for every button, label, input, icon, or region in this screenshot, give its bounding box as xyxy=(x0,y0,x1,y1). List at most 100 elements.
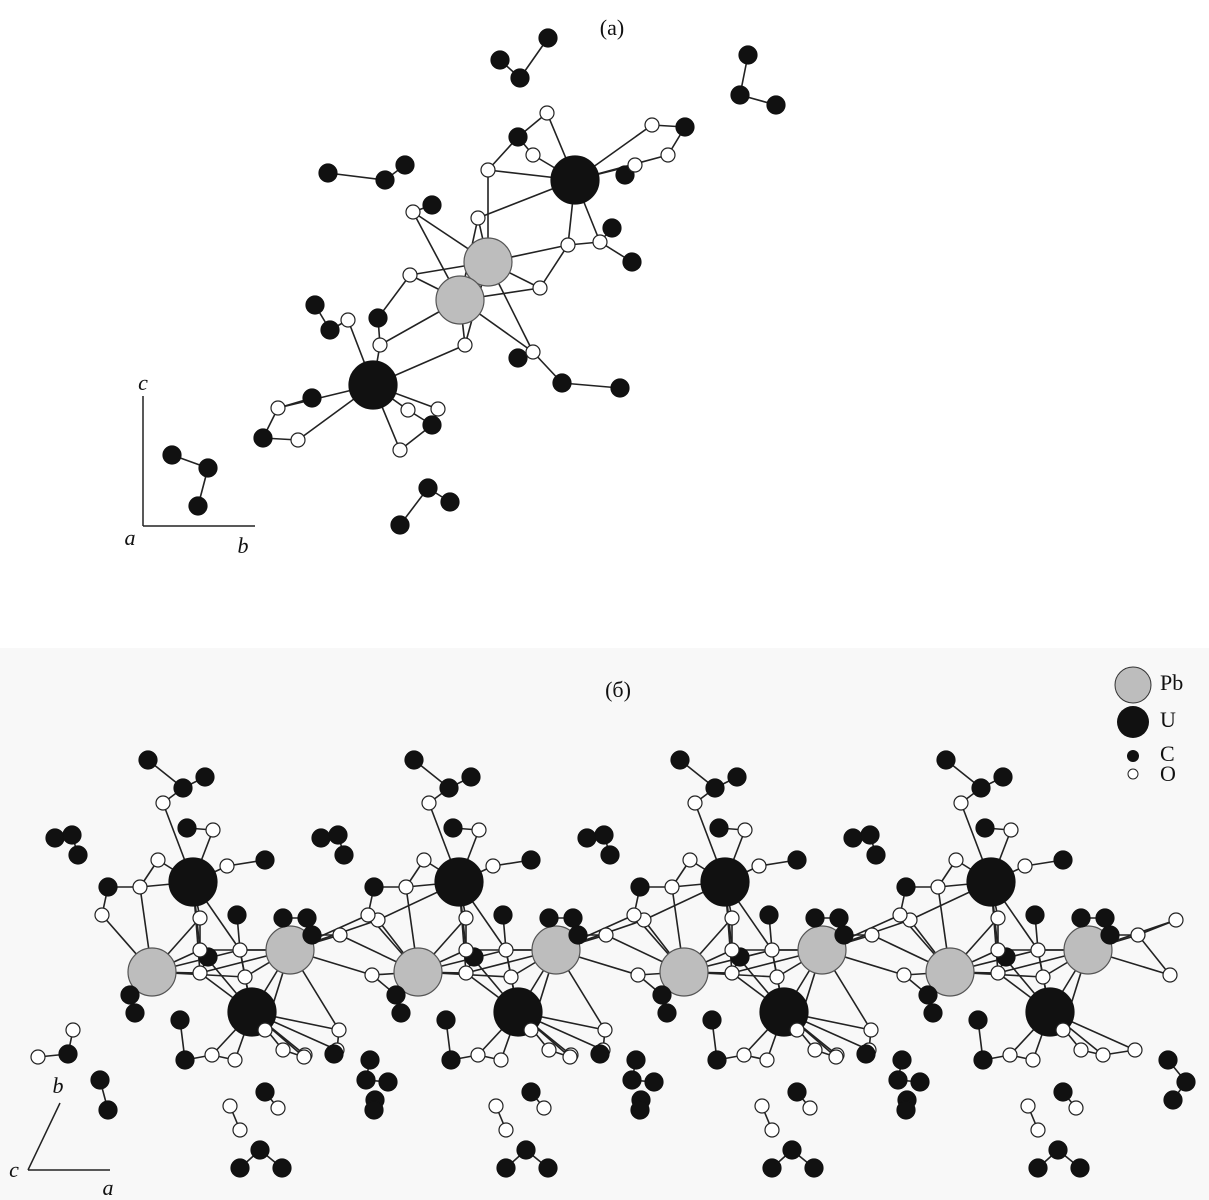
oxygen-atom xyxy=(665,880,679,894)
oxygen-atom xyxy=(561,238,575,252)
oxygen-atom xyxy=(291,433,305,447)
oxygen-atom xyxy=(459,943,473,957)
oxygen-atom xyxy=(365,968,379,982)
oxygen-atom xyxy=(223,1099,237,1113)
carbon-atom xyxy=(553,374,571,392)
panel-label: (б) xyxy=(605,677,631,702)
oxygen-atom xyxy=(494,1053,508,1067)
carbon-atom xyxy=(893,1051,911,1069)
carbon-atom xyxy=(861,826,879,844)
carbon-atom xyxy=(706,779,724,797)
oxygen-atom xyxy=(459,966,473,980)
carbon-atom xyxy=(391,516,409,534)
carbon-atom xyxy=(1029,1159,1047,1177)
oxygen-atom xyxy=(1056,1023,1070,1037)
carbon-atom xyxy=(306,296,324,314)
oxygen-atom xyxy=(276,1043,290,1057)
oxygen-atom xyxy=(765,943,779,957)
figure: (a) c a b (б) b c a Pb U C O xyxy=(0,0,1209,1200)
oxygen-atom xyxy=(471,1048,485,1062)
oxygen-atom xyxy=(790,1023,804,1037)
carbon-atom xyxy=(419,479,437,497)
carbon-atom xyxy=(91,1071,109,1089)
carbon-atom xyxy=(444,819,462,837)
oxygen-atom xyxy=(542,1043,556,1057)
carbon-atom xyxy=(163,446,181,464)
oxygen-atom xyxy=(725,966,739,980)
carbon-atom xyxy=(396,156,414,174)
carbon-atom xyxy=(423,416,441,434)
oxygen-atom xyxy=(865,928,879,942)
legend-label: U xyxy=(1160,707,1176,732)
oxygen-atom xyxy=(373,338,387,352)
oxygen-atom xyxy=(233,943,247,957)
oxygen-atom xyxy=(533,281,547,295)
carbon-atom xyxy=(658,1004,676,1022)
oxygen-atom xyxy=(206,823,220,837)
oxygen-atom xyxy=(271,401,285,415)
panel-b-background xyxy=(0,648,1209,1200)
oxygen-atom xyxy=(991,966,1005,980)
uranium-atom xyxy=(967,858,1015,906)
carbon-atom xyxy=(611,379,629,397)
oxygen-atom xyxy=(725,911,739,925)
carbon-atom xyxy=(539,1159,557,1177)
carbon-atom xyxy=(783,1141,801,1159)
legend-swatch xyxy=(1115,667,1151,703)
uranium-atom xyxy=(169,858,217,906)
oxygen-atom xyxy=(271,1101,285,1115)
carbon-atom xyxy=(631,878,649,896)
oxygen-atom xyxy=(193,943,207,957)
oxygen-atom xyxy=(233,1123,247,1137)
carbon-atom xyxy=(994,768,1012,786)
oxygen-atom xyxy=(31,1050,45,1064)
oxygen-atom xyxy=(991,943,1005,957)
oxygen-atom xyxy=(738,823,752,837)
carbon-atom xyxy=(595,826,613,844)
oxygen-atom xyxy=(459,911,473,925)
oxygen-atom xyxy=(954,796,968,810)
carbon-atom xyxy=(1177,1073,1195,1091)
carbon-atom xyxy=(760,906,778,924)
oxygen-atom xyxy=(258,1023,272,1037)
carbon-atom xyxy=(376,171,394,189)
oxygen-atom xyxy=(688,796,702,810)
oxygen-atom xyxy=(193,911,207,925)
oxygen-atom xyxy=(489,1099,503,1113)
oxygen-atom xyxy=(864,1023,878,1037)
axis-label: a xyxy=(103,1175,114,1200)
oxygen-atom xyxy=(540,106,554,120)
carbon-atom xyxy=(601,846,619,864)
oxygen-atom xyxy=(808,1043,822,1057)
carbon-atom xyxy=(578,829,596,847)
carbon-atom xyxy=(1101,926,1119,944)
oxygen-atom xyxy=(472,823,486,837)
carbon-atom xyxy=(196,768,214,786)
oxygen-atom xyxy=(481,163,495,177)
carbon-atom xyxy=(509,128,527,146)
carbon-atom xyxy=(919,986,937,1004)
carbon-atom xyxy=(703,1011,721,1029)
oxygen-atom xyxy=(593,235,607,249)
carbon-atom xyxy=(369,309,387,327)
carbon-atom xyxy=(254,429,272,447)
carbon-atom xyxy=(603,219,621,237)
carbon-atom xyxy=(540,909,558,927)
oxygen-atom xyxy=(66,1023,80,1037)
carbon-atom xyxy=(325,1045,343,1063)
oxygen-atom xyxy=(1026,1053,1040,1067)
oxygen-atom xyxy=(1031,1123,1045,1137)
oxygen-atom xyxy=(1096,1048,1110,1062)
oxygen-atom xyxy=(332,1023,346,1037)
carbon-atom xyxy=(174,779,192,797)
oxygen-atom xyxy=(725,943,739,957)
legend-swatch xyxy=(1128,769,1138,779)
carbon-atom xyxy=(256,851,274,869)
carbon-atom xyxy=(462,768,480,786)
carbon-atom xyxy=(365,878,383,896)
carbon-atom xyxy=(491,51,509,69)
carbon-atom xyxy=(509,349,527,367)
oxygen-atom xyxy=(563,1050,577,1064)
carbon-atom xyxy=(788,1083,806,1101)
carbon-atom xyxy=(329,826,347,844)
